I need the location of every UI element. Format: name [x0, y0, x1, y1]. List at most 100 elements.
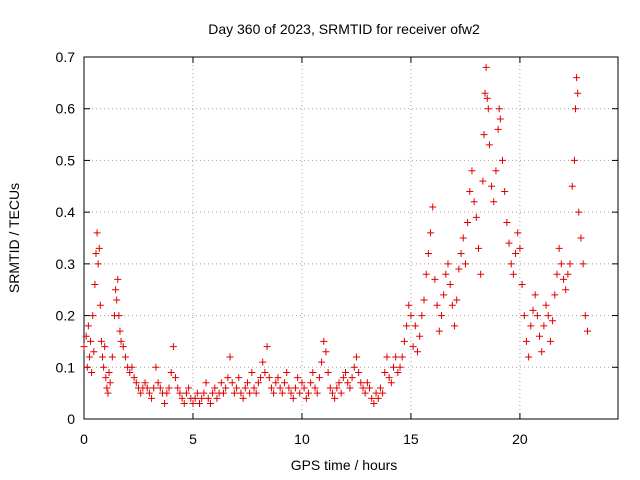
data-point [156, 384, 164, 392]
data-point [278, 389, 286, 397]
data-point [533, 312, 541, 320]
data-point [568, 182, 576, 190]
data-point [285, 384, 293, 392]
data-point [514, 229, 522, 237]
data-point [94, 260, 102, 268]
data-point [372, 389, 380, 397]
data-point [291, 384, 299, 392]
data-point [217, 379, 225, 387]
x-tick-label: 15 [403, 431, 419, 447]
data-point [178, 394, 186, 402]
data-point [342, 368, 350, 376]
data-point [416, 332, 424, 340]
data-point [529, 306, 537, 314]
data-point [200, 389, 208, 397]
data-points [80, 63, 591, 407]
data-point [540, 322, 548, 330]
data-point [302, 394, 310, 402]
data-point [575, 208, 583, 216]
data-point [496, 115, 504, 123]
ticks [83, 56, 618, 420]
data-point [368, 394, 376, 402]
data-point [270, 389, 278, 397]
data-point [579, 260, 587, 268]
data-point [400, 337, 408, 345]
data-point [226, 353, 234, 361]
data-point [84, 322, 92, 330]
data-point [383, 353, 391, 361]
x-tick-label: 20 [512, 431, 528, 447]
data-point [557, 260, 565, 268]
data-point [374, 394, 382, 402]
data-point [163, 389, 171, 397]
data-point [219, 389, 227, 397]
data-point [132, 379, 140, 387]
data-point [335, 379, 343, 387]
data-point [482, 63, 490, 71]
data-point [211, 384, 219, 392]
data-point [488, 182, 496, 190]
data-point [466, 187, 474, 195]
data-point [562, 286, 570, 294]
data-point [320, 337, 328, 345]
data-point [457, 250, 465, 258]
data-point [451, 322, 459, 330]
data-point [352, 353, 360, 361]
data-point [304, 389, 312, 397]
data-point [424, 250, 432, 258]
data-point [396, 363, 404, 371]
data-point [440, 291, 448, 299]
data-point [503, 218, 511, 226]
y-tick-label: 0.1 [56, 359, 76, 375]
data-point [307, 379, 315, 387]
data-point [283, 368, 291, 376]
data-point [435, 327, 443, 335]
data-point [300, 384, 308, 392]
y-tick-label: 0.5 [56, 152, 76, 168]
data-point [461, 260, 469, 268]
data-point [581, 312, 589, 320]
data-point [468, 167, 476, 175]
y-tick-label: 0.6 [56, 101, 76, 117]
data-point [113, 296, 121, 304]
data-point [148, 394, 156, 402]
data-point [97, 337, 105, 345]
data-point [152, 363, 160, 371]
data-point [254, 379, 262, 387]
data-point [355, 368, 363, 376]
data-point [348, 374, 356, 382]
data-point [259, 358, 267, 366]
data-point [204, 394, 212, 402]
data-point [235, 374, 243, 382]
data-point [350, 363, 358, 371]
data-point [198, 394, 206, 402]
data-point [322, 348, 330, 356]
data-point [370, 399, 378, 407]
data-point [196, 399, 204, 407]
data-point [479, 177, 487, 185]
data-point [551, 291, 559, 299]
data-point [385, 374, 393, 382]
data-point [121, 353, 129, 361]
data-point [185, 384, 193, 392]
data-point [105, 368, 113, 376]
data-point [390, 363, 398, 371]
data-point [180, 399, 188, 407]
data-point [165, 384, 173, 392]
data-point [265, 374, 273, 382]
x-axis-label: GPS time / hours [291, 457, 398, 473]
data-point [137, 389, 145, 397]
y-tick-label: 0.3 [56, 256, 76, 272]
data-point [246, 389, 254, 397]
data-point [174, 384, 182, 392]
data-point [553, 270, 561, 278]
data-point [379, 389, 387, 397]
data-point [560, 275, 568, 283]
data-point [119, 343, 127, 351]
data-point [544, 312, 552, 320]
data-point [116, 327, 124, 335]
data-point [88, 368, 96, 376]
data-point [516, 244, 524, 252]
data-point [418, 312, 426, 320]
data-point [117, 337, 125, 345]
